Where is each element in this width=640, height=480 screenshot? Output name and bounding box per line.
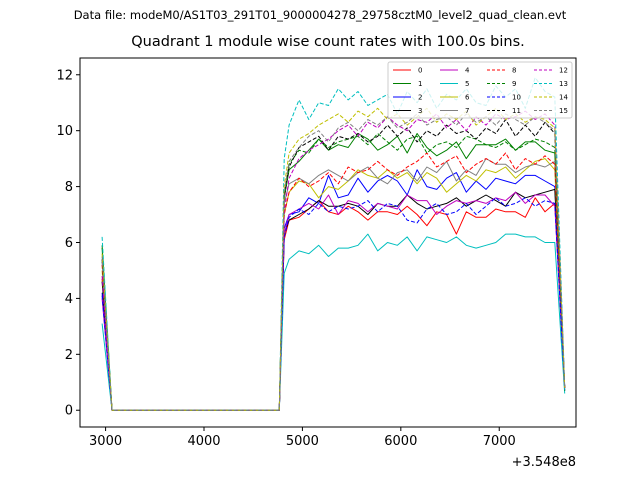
- legend-label-5: 5: [465, 80, 469, 88]
- chart-title: Quadrant 1 module wise count rates with …: [131, 34, 525, 50]
- legend-label-2: 2: [418, 94, 422, 102]
- series-line-9: [101, 133, 566, 411]
- series-line-3: [101, 188, 566, 411]
- series-line-7: [101, 158, 566, 411]
- series-line-11: [101, 119, 566, 411]
- x-tick-label: 6000: [384, 434, 417, 449]
- legend-label-8: 8: [512, 67, 516, 75]
- series-line-6: [101, 158, 566, 411]
- series-line-5: [101, 233, 566, 411]
- x-axis-offset-label: +3.548e8: [512, 455, 576, 470]
- y-tick-label: 6: [65, 236, 73, 251]
- legend-label-3: 3: [418, 107, 422, 115]
- y-tick-label: 8: [65, 180, 73, 195]
- series-line-10: [101, 197, 566, 411]
- legend-label-0: 0: [418, 67, 422, 75]
- legend-label-12: 12: [559, 67, 568, 75]
- series-line-1: [101, 133, 566, 411]
- legend-label-7: 7: [465, 107, 469, 115]
- legend-label-6: 6: [465, 94, 470, 102]
- legend-label-1: 1: [418, 80, 422, 88]
- series-line-0: [101, 197, 566, 411]
- series-line-14: [101, 107, 566, 411]
- y-tick-label: 12: [56, 68, 73, 83]
- y-axis-ticks: 0 2 4 6 8 10 12: [56, 68, 80, 419]
- legend-label-14: 14: [559, 94, 568, 102]
- legend-label-9: 9: [512, 80, 516, 88]
- series-line-13: [101, 77, 566, 411]
- x-tick-label: 7000: [483, 434, 516, 449]
- series-line-4: [101, 191, 566, 411]
- legend-label-10: 10: [512, 94, 521, 102]
- legend-box: [387, 61, 573, 119]
- legend-label-11: 11: [512, 107, 521, 115]
- y-tick-label: 10: [56, 124, 73, 139]
- legend-label-4: 4: [465, 67, 470, 75]
- y-tick-label: 4: [65, 292, 73, 307]
- legend-label-13: 13: [559, 80, 568, 88]
- series-lines-group: [101, 77, 566, 411]
- series-line-15: [101, 113, 566, 411]
- y-tick-label: 0: [65, 404, 73, 419]
- x-tick-label: 5000: [286, 434, 319, 449]
- x-tick-label: 3000: [89, 434, 122, 449]
- legend-label-15: 15: [559, 107, 568, 115]
- figure-suptitle: Data file: modeM0/AS1T03_291T01_90000042…: [73, 8, 567, 22]
- series-line-8: [101, 152, 566, 411]
- y-tick-label: 2: [65, 348, 73, 363]
- x-axis-ticks: 3000 4000 5000 6000 7000: [89, 427, 516, 449]
- x-tick-label: 4000: [187, 434, 220, 449]
- series-line-12: [101, 110, 566, 411]
